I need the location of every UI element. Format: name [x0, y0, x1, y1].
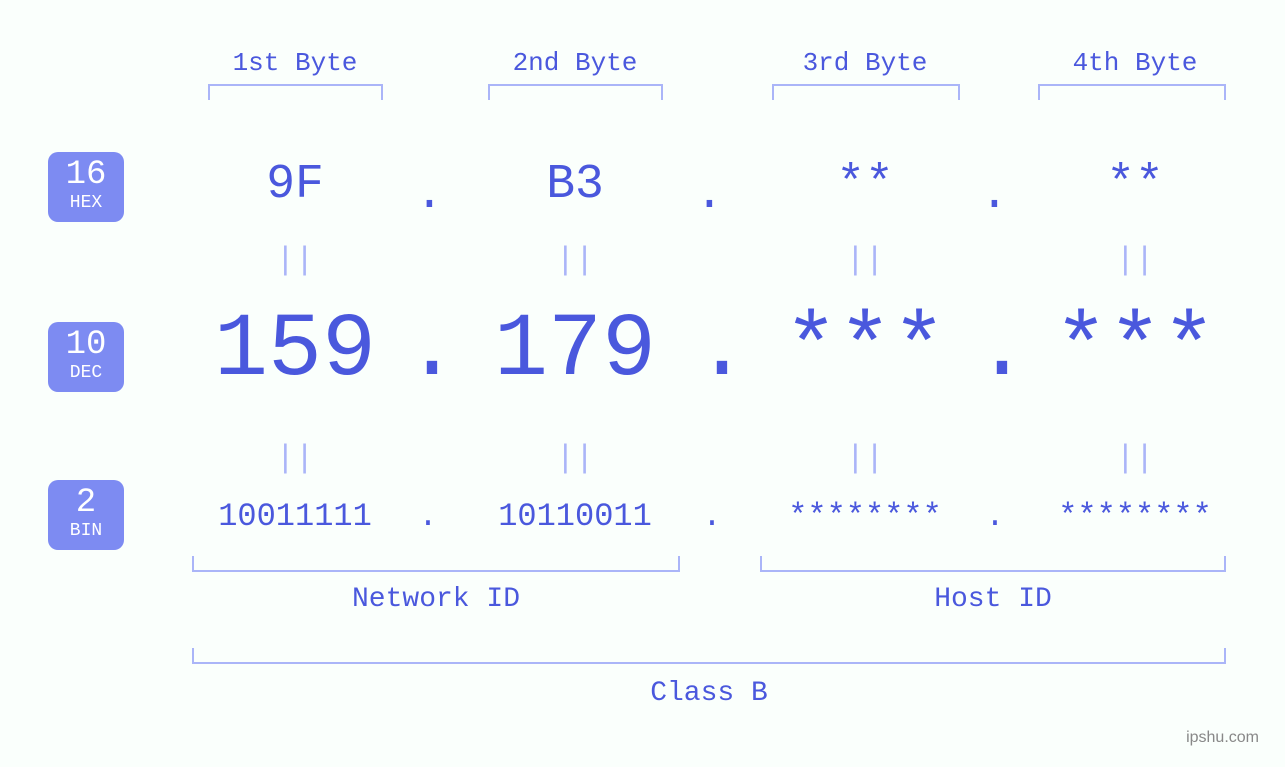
- bin-byte-2: 10110011: [455, 498, 695, 535]
- label-host: Host ID: [760, 584, 1226, 615]
- bracket-network: [192, 556, 680, 572]
- byte-header-1: 1st Byte: [195, 48, 395, 78]
- badge-dec: 10 DEC: [48, 322, 124, 392]
- bin-dot-3: .: [985, 498, 1005, 535]
- badge-bin: 2 BIN: [48, 480, 124, 550]
- eq-dec-bin-3: ||: [845, 440, 885, 477]
- hex-byte-1: 9F: [195, 158, 395, 212]
- hex-dot-3: .: [980, 168, 1000, 222]
- eq-hex-dec-1: ||: [275, 242, 315, 279]
- bin-byte-3: ********: [745, 498, 985, 535]
- bin-dot-2: .: [702, 498, 722, 535]
- eq-hex-dec-2: ||: [555, 242, 595, 279]
- top-bracket-3: [772, 84, 960, 100]
- eq-hex-dec-4: ||: [1115, 242, 1155, 279]
- badge-hex-label: HEX: [48, 194, 124, 214]
- dec-byte-3: ***: [750, 300, 980, 402]
- bracket-host: [760, 556, 1226, 572]
- watermark: ipshu.com: [1186, 729, 1259, 747]
- badge-hex-base: 16: [48, 158, 124, 192]
- hex-byte-2: B3: [475, 158, 675, 212]
- label-class: Class B: [192, 678, 1226, 709]
- eq-dec-bin-2: ||: [555, 440, 595, 477]
- dec-dot-1: .: [405, 300, 445, 402]
- badge-bin-label: BIN: [48, 522, 124, 542]
- hex-dot-1: .: [415, 168, 435, 222]
- byte-header-4: 4th Byte: [1035, 48, 1235, 78]
- bracket-class: [192, 648, 1226, 664]
- bin-byte-4: ********: [1015, 498, 1255, 535]
- badge-dec-base: 10: [48, 328, 124, 362]
- top-bracket-2: [488, 84, 663, 100]
- eq-dec-bin-4: ||: [1115, 440, 1155, 477]
- label-network: Network ID: [192, 584, 680, 615]
- top-bracket-4: [1038, 84, 1226, 100]
- badge-bin-base: 2: [48, 486, 124, 520]
- dec-byte-4: ***: [1020, 300, 1250, 402]
- byte-header-3: 3rd Byte: [765, 48, 965, 78]
- bin-byte-1: 10011111: [175, 498, 415, 535]
- badge-dec-label: DEC: [48, 364, 124, 384]
- badge-hex: 16 HEX: [48, 152, 124, 222]
- top-bracket-1: [208, 84, 383, 100]
- byte-header-2: 2nd Byte: [475, 48, 675, 78]
- bin-dot-1: .: [418, 498, 438, 535]
- dec-byte-1: 159: [180, 300, 410, 402]
- dec-dot-3: .: [975, 300, 1015, 402]
- hex-dot-2: .: [695, 168, 715, 222]
- hex-byte-4: **: [1035, 158, 1235, 212]
- eq-dec-bin-1: ||: [275, 440, 315, 477]
- hex-byte-3: **: [765, 158, 965, 212]
- dec-byte-2: 179: [450, 300, 700, 402]
- dec-dot-2: .: [695, 300, 735, 402]
- eq-hex-dec-3: ||: [845, 242, 885, 279]
- ip-diagram: 1st Byte 2nd Byte 3rd Byte 4th Byte 16 H…: [0, 0, 1285, 767]
